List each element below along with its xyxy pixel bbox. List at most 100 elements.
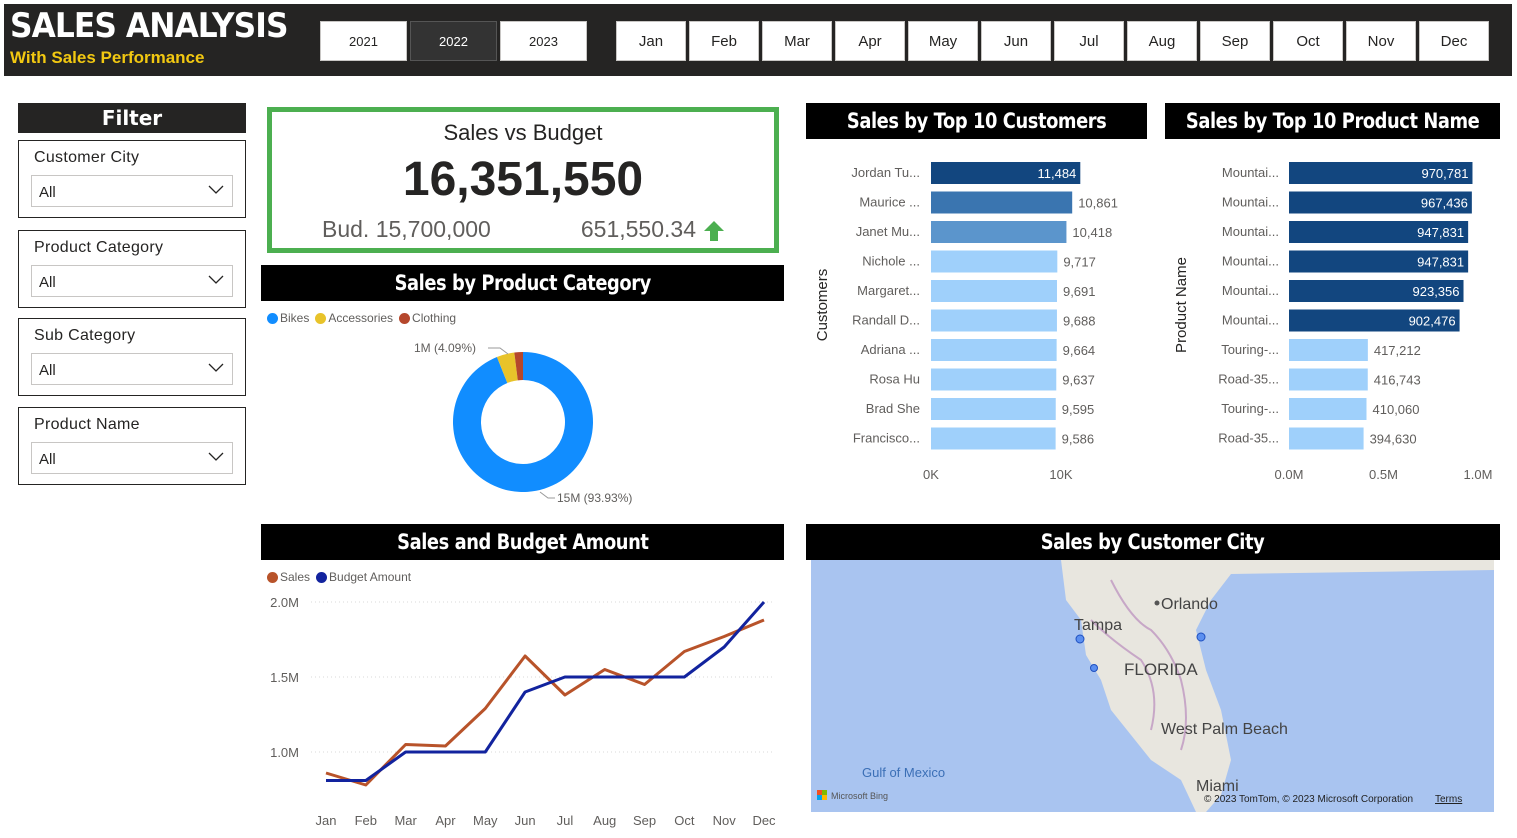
dropdown-value: All xyxy=(39,362,56,379)
city-point[interactable] xyxy=(1196,632,1206,642)
month-button-oct[interactable]: Oct xyxy=(1273,21,1343,61)
legend-item[interactable]: Bikes xyxy=(267,311,309,325)
donut-slice-clothing[interactable] xyxy=(514,352,523,381)
product-category-slicer: Product Category All xyxy=(18,230,246,308)
x-tick-label: Apr xyxy=(435,813,456,828)
year-button-2022[interactable]: 2022 xyxy=(410,21,497,61)
line-legend: Sales Budget Amount xyxy=(267,570,415,584)
month-button-jan[interactable]: Jan xyxy=(616,21,686,61)
legend-item[interactable]: Sales xyxy=(267,570,310,584)
donut-label-bikes: 15M (93.93%) xyxy=(557,491,632,505)
bar[interactable] xyxy=(931,398,1056,420)
donut-slice-bikes[interactable] xyxy=(453,352,593,492)
y-tick-label: 1.5M xyxy=(270,670,299,685)
sales-budget-line-chart: 1.0M 1.5M 2.0M Jan Feb Mar Apr May Jun Jul Aug Sep O… xyxy=(270,595,776,828)
category-label: Road-35... xyxy=(1218,372,1279,387)
category-label: Brad She xyxy=(866,401,920,416)
bar[interactable] xyxy=(931,339,1057,361)
bar[interactable] xyxy=(1289,368,1368,391)
legend-item[interactable]: Accessories xyxy=(315,311,393,325)
bar[interactable] xyxy=(1289,191,1472,214)
x-tick-label: 0K xyxy=(923,467,939,482)
legend-label: Budget Amount xyxy=(329,570,412,584)
x-tick-label: 0.0M xyxy=(1275,467,1304,482)
legend-item[interactable]: Clothing xyxy=(399,311,456,325)
data-label: 416,743 xyxy=(1374,373,1421,388)
month-button-apr[interactable]: Apr xyxy=(835,21,905,61)
category-label: Touring-... xyxy=(1221,342,1279,357)
chevron-down-icon xyxy=(208,275,224,284)
map-label-miami: Miami xyxy=(1196,778,1239,795)
product-category-dropdown[interactable]: All xyxy=(31,265,233,297)
bar[interactable] xyxy=(1289,280,1464,302)
product-name-dropdown[interactable]: All xyxy=(31,442,233,474)
map-label-orlando: Orlando xyxy=(1161,596,1218,613)
bar[interactable] xyxy=(931,309,1057,332)
city-point[interactable] xyxy=(1075,634,1085,644)
data-label: 9,664 xyxy=(1063,343,1096,358)
month-button-aug[interactable]: Aug xyxy=(1127,21,1197,61)
month-button-may[interactable]: May xyxy=(908,21,978,61)
map-terms-link[interactable]: Terms xyxy=(1435,794,1462,805)
month-button-mar[interactable]: Mar xyxy=(762,21,832,61)
data-label: 9,586 xyxy=(1062,432,1095,447)
dropdown-value: All xyxy=(39,274,56,291)
bar[interactable] xyxy=(931,427,1056,450)
data-label: 970,781 xyxy=(1421,166,1468,181)
bar[interactable] xyxy=(931,280,1057,302)
x-tick-label: Nov xyxy=(713,813,737,828)
donut-leader-line xyxy=(488,347,509,355)
sales-line[interactable] xyxy=(325,618,765,787)
legend-dot-bikes xyxy=(267,312,278,324)
chevron-down-icon xyxy=(208,363,224,372)
year-button-2021[interactable]: 2021 xyxy=(320,21,407,61)
x-tick-label: 10K xyxy=(1049,467,1072,482)
month-button-jun[interactable]: Jun xyxy=(981,21,1051,61)
bar[interactable] xyxy=(1289,250,1469,273)
products-chart-title: Sales by Top 10 Product Name xyxy=(1185,109,1480,133)
bar[interactable] xyxy=(1289,162,1473,184)
bar[interactable] xyxy=(931,368,1057,391)
filter-title: Filter xyxy=(18,103,246,133)
month-button-dec[interactable]: Dec xyxy=(1419,21,1489,61)
city-point[interactable] xyxy=(1090,664,1098,672)
bar[interactable] xyxy=(931,191,1073,214)
customer-city-label: Customer City xyxy=(34,149,140,166)
legend-label: Clothing xyxy=(412,311,457,325)
microsoft-logo-icon-part xyxy=(822,790,827,795)
x-tick-label: Oct xyxy=(674,813,695,828)
category-label: Mountai... xyxy=(1222,224,1279,239)
customer-city-map[interactable]: Orlando Tampa FLORIDA West Palm Beach Mi… xyxy=(811,560,1494,812)
data-label: 9,688 xyxy=(1063,314,1096,329)
category-label: Mountai... xyxy=(1222,283,1279,298)
donut-slice-accessories[interactable] xyxy=(496,352,518,384)
month-button-feb[interactable]: Feb xyxy=(689,21,759,61)
year-button-2023[interactable]: 2023 xyxy=(500,21,587,61)
budget-line[interactable] xyxy=(326,601,766,782)
data-label: 9,691 xyxy=(1063,284,1096,299)
bar[interactable] xyxy=(931,162,1081,184)
bar[interactable] xyxy=(931,250,1058,273)
bar[interactable] xyxy=(1289,221,1469,243)
customer-city-dropdown[interactable]: All xyxy=(31,175,233,207)
bar[interactable] xyxy=(1289,339,1368,361)
bar[interactable] xyxy=(1289,398,1367,420)
x-tick-label: Jun xyxy=(515,813,536,828)
x-tick-label: 0.5M xyxy=(1369,467,1398,482)
month-button-sep[interactable]: Sep xyxy=(1200,21,1270,61)
bar[interactable] xyxy=(1289,309,1460,332)
highway-route xyxy=(1090,619,1156,731)
map-label-west-palm-beach: West Palm Beach xyxy=(1161,721,1288,738)
legend-item[interactable]: Budget Amount xyxy=(316,570,411,584)
month-button-jul[interactable]: Jul xyxy=(1054,21,1124,61)
data-label: 967,436 xyxy=(1421,196,1468,211)
sub-category-dropdown[interactable]: All xyxy=(31,353,233,385)
month-button-nov[interactable]: Nov xyxy=(1346,21,1416,61)
city-dot-orlando xyxy=(1154,600,1160,606)
category-legend: Bikes Accessories Clothing xyxy=(267,311,460,325)
customers-chart-header: Sales by Top 10 Customers xyxy=(806,103,1147,139)
map-header: Sales by Customer City xyxy=(806,524,1500,560)
bar[interactable] xyxy=(931,221,1067,243)
legend-dot-budget xyxy=(316,571,328,583)
bar[interactable] xyxy=(1289,427,1364,450)
